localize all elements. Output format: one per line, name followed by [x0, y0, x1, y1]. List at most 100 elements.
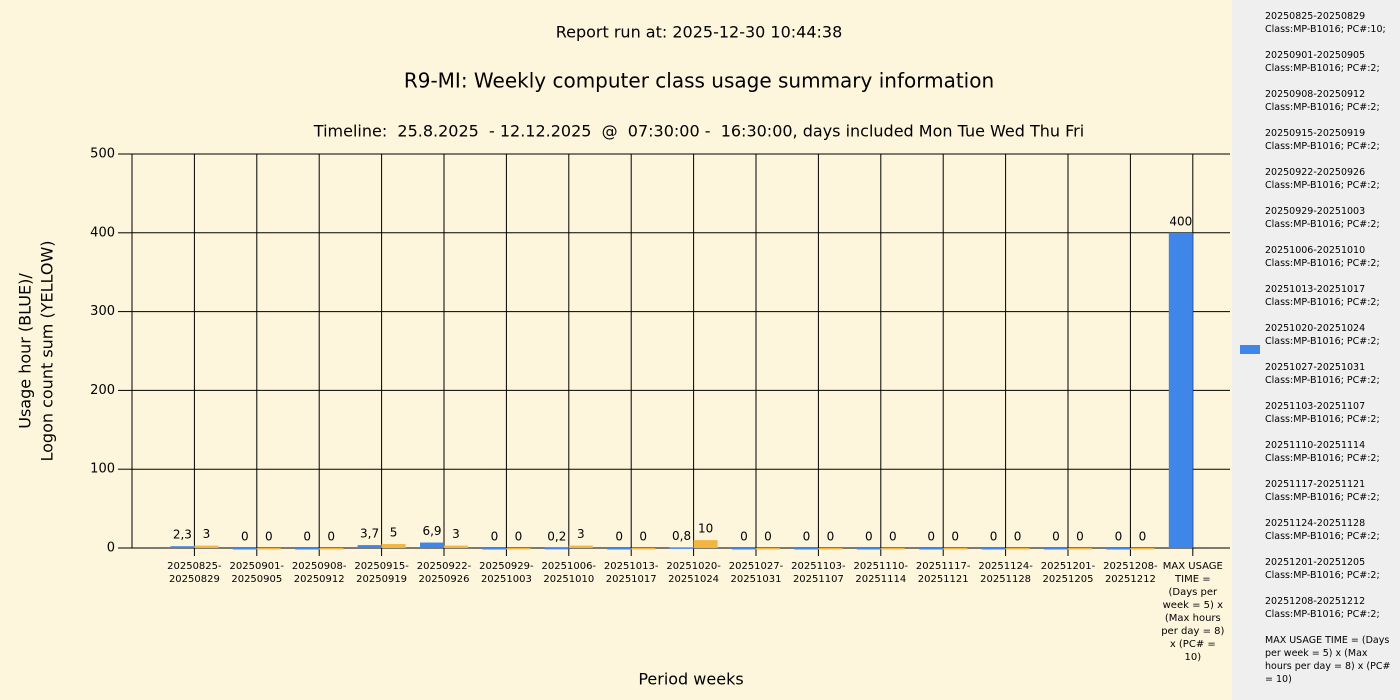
- value-label: 400: [1169, 214, 1192, 228]
- legend-period: 20251117-20251121: [1265, 479, 1366, 490]
- value-label: 0: [764, 530, 772, 544]
- bar: [1130, 548, 1155, 550]
- legend-detail: Class:MP-B1016; PC#:2;: [1265, 297, 1380, 308]
- bar: [1106, 548, 1131, 550]
- bar: [544, 547, 569, 550]
- bar: [1168, 232, 1193, 549]
- bar: [194, 545, 219, 548]
- x-tick-label: 20251110-20251114: [853, 561, 909, 585]
- value-label: 0: [1139, 530, 1147, 544]
- legend-period: 20250901-20250905: [1265, 50, 1366, 61]
- legend-period: MAX USAGE TIME = (Days per week = 5) x (…: [1265, 635, 1391, 685]
- x-tick-label: 20251103-20251107: [791, 561, 846, 585]
- legend-detail: Class:MP-B1016; PC#:2;: [1265, 102, 1380, 113]
- legend-detail: Class:MP-B1016; PC#:2;: [1265, 531, 1380, 542]
- value-label: 3: [203, 527, 211, 541]
- value-label: 0: [951, 530, 959, 544]
- bar: [319, 548, 344, 550]
- legend-detail: Class:MP-B1016; PC#:2;: [1265, 180, 1380, 191]
- value-label: 0,2: [547, 529, 566, 543]
- value-label: 0,8: [672, 529, 691, 543]
- x-tick-label: 20251124-20251128: [978, 561, 1033, 585]
- value-label: 0: [491, 530, 499, 544]
- value-label: 3: [452, 527, 460, 541]
- bar: [794, 548, 819, 550]
- value-label: 0: [327, 530, 335, 544]
- legend-detail: Class:MP-B1016; PC#:2;: [1265, 63, 1380, 74]
- y-tick-label: 100: [90, 462, 115, 477]
- x-tick-label: 20250922-20250926: [416, 561, 472, 585]
- chart-title: R9-MI: Weekly computer class usage summa…: [404, 69, 994, 93]
- value-label: 3,7: [360, 527, 379, 541]
- legend-period: 20251020-20251024: [1265, 323, 1366, 334]
- bar: [919, 548, 944, 550]
- x-tick-label: 20250915-20250919: [354, 561, 409, 585]
- x-tick-label: 20251201-20251205: [1040, 561, 1096, 585]
- value-label: 0: [889, 530, 897, 544]
- legend: 20250825-20250829 Class:MP-B1016; PC#:10;…: [1232, 0, 1400, 700]
- legend-period: 20250922-20250926: [1265, 167, 1366, 178]
- legend-period: 20251201-20251205: [1265, 557, 1366, 568]
- value-label: 5: [390, 526, 398, 540]
- bar: [818, 548, 843, 550]
- value-label: 0: [827, 530, 835, 544]
- legend-period: 20250915-20250919: [1265, 128, 1366, 139]
- bar: [295, 548, 320, 550]
- bar: [506, 548, 531, 550]
- bar: [1068, 548, 1092, 550]
- bar: [631, 548, 656, 550]
- x-tick-label: 20250825-20250829: [167, 561, 222, 585]
- value-label: 0: [1052, 530, 1060, 544]
- bar: [693, 540, 718, 548]
- legend-detail: Class:MP-B1016; PC#:2;: [1265, 258, 1380, 269]
- legend-detail: Class:MP-B1016; PC#:2;: [1265, 375, 1380, 386]
- x-axis-label: Period weeks: [638, 670, 743, 689]
- x-tick-label: 20251006-20251010: [541, 561, 597, 585]
- bar: [232, 548, 257, 550]
- legend-period: 20250825-20250829: [1265, 11, 1366, 22]
- legend-period: 20250908-20250912: [1265, 89, 1366, 100]
- y-tick-label: 300: [90, 304, 115, 319]
- chart-subtitle: Timeline: 25.8.2025 - 12.12.2025 @ 07:30…: [313, 122, 1084, 141]
- bar: [607, 548, 632, 550]
- x-tick-label: 20250929-20251003: [479, 561, 534, 585]
- legend-detail: Class:MP-B1016; PC#:10;: [1265, 24, 1386, 35]
- bar: [568, 545, 593, 548]
- legend-detail: Class:MP-B1016; PC#:2;: [1265, 141, 1380, 152]
- value-label: 0: [515, 530, 523, 544]
- bar: [756, 548, 780, 550]
- bar: [732, 548, 756, 550]
- y-axis-label: Usage hour (BLUE)/: [16, 273, 35, 429]
- x-tick-label: 20250908-20250912: [291, 561, 347, 585]
- bar: [357, 545, 382, 548]
- value-label: 0: [241, 530, 249, 544]
- legend-period: 20250929-20251003: [1265, 206, 1366, 217]
- y-axis-label: Logon count sum (YELLOW): [38, 240, 57, 461]
- value-label: 0: [1115, 530, 1123, 544]
- y-tick-label: 0: [107, 541, 115, 556]
- value-label: 0: [303, 530, 311, 544]
- x-tick-label: 20251013-20251017: [603, 561, 659, 585]
- legend-period: 20251208-20251212: [1265, 596, 1366, 607]
- x-tick-label: 20250901-20250905: [229, 561, 285, 585]
- value-label: 0: [1014, 530, 1022, 544]
- legend-period: 20251110-20251114: [1265, 440, 1366, 451]
- value-label: 6,9: [422, 524, 441, 538]
- value-label: 0: [740, 530, 748, 544]
- legend-detail: Class:MP-B1016; PC#:2;: [1265, 414, 1380, 425]
- value-label: 10: [698, 522, 713, 536]
- x-tick-label: MAX USAGE TIME = (Days per week = 5) x (…: [1161, 561, 1225, 663]
- value-label: 0: [803, 530, 811, 544]
- bar: [669, 547, 694, 549]
- legend-detail: Class:MP-B1016; PC#:2;: [1265, 570, 1380, 581]
- bar: [482, 548, 507, 550]
- x-tick-label: 20251208-20251212: [1103, 561, 1158, 585]
- bar: [856, 548, 881, 550]
- legend-detail: Class:MP-B1016; PC#:2;: [1265, 492, 1380, 503]
- chart: Report run at: 2025-12-30 10:44:38 R9-MI…: [16, 23, 1230, 689]
- legend-period: 20251124-20251128: [1265, 518, 1366, 529]
- x-tick-label: 20251027-20251031: [728, 561, 784, 585]
- value-label: 0: [615, 530, 623, 544]
- y-tick-label: 400: [90, 225, 115, 240]
